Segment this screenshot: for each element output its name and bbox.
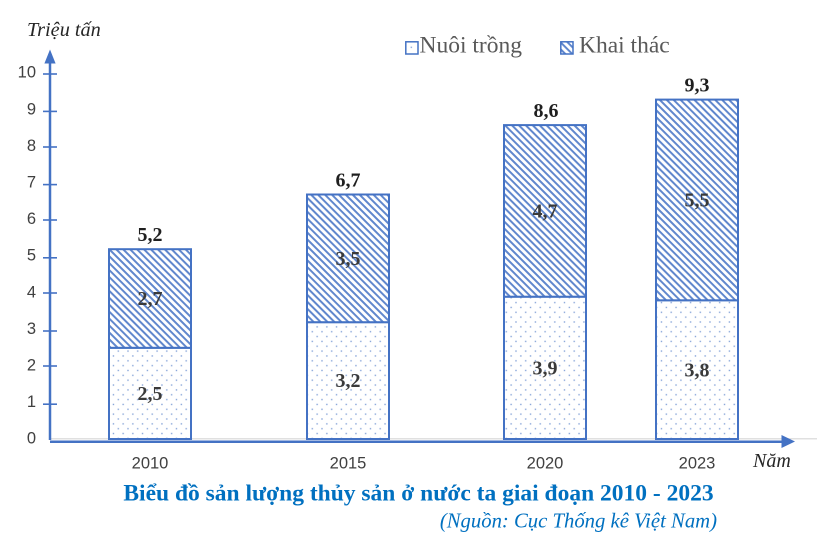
svg-text:3,8: 3,8 xyxy=(685,359,710,381)
svg-text:Nuôi trồng: Nuôi trồng xyxy=(420,33,523,59)
svg-text:2,7: 2,7 xyxy=(138,288,163,310)
svg-text:8,6: 8,6 xyxy=(534,100,559,122)
svg-text:5,2: 5,2 xyxy=(138,224,163,246)
svg-text:2015: 2015 xyxy=(330,455,367,473)
svg-text:3,5: 3,5 xyxy=(336,248,361,270)
svg-text:4,7: 4,7 xyxy=(533,201,558,223)
svg-text:2020: 2020 xyxy=(527,455,564,473)
svg-text:6: 6 xyxy=(27,210,36,228)
svg-text:(Nguồn: Cục Thống kê Việt Nam): (Nguồn: Cục Thống kê Việt Nam) xyxy=(440,511,717,533)
svg-text:2: 2 xyxy=(27,357,36,375)
svg-text:6,7: 6,7 xyxy=(336,170,361,192)
svg-text:9,3: 9,3 xyxy=(685,75,710,97)
svg-text:7: 7 xyxy=(27,174,36,192)
svg-text:5,5: 5,5 xyxy=(685,190,710,212)
svg-text:Khai thác: Khai thác xyxy=(579,33,670,59)
svg-text:4: 4 xyxy=(27,283,36,301)
svg-text:3,9: 3,9 xyxy=(533,358,558,380)
svg-text:0: 0 xyxy=(27,430,36,448)
svg-text:9: 9 xyxy=(27,100,36,118)
svg-text:2023: 2023 xyxy=(679,455,716,473)
svg-text:Triệu tấn: Triệu tấn xyxy=(27,19,101,41)
svg-text:10: 10 xyxy=(18,64,36,82)
svg-text:2,5: 2,5 xyxy=(138,383,163,405)
svg-text:Năm: Năm xyxy=(752,450,791,472)
svg-text:8: 8 xyxy=(27,137,36,155)
svg-text:2010: 2010 xyxy=(132,455,169,473)
svg-text:3,2: 3,2 xyxy=(336,370,361,392)
svg-text:Biểu đồ sản lượng thủy sản ở n: Biểu đồ sản lượng thủy sản ở nước ta gia… xyxy=(123,481,713,507)
svg-text:5: 5 xyxy=(27,247,36,265)
svg-text:1: 1 xyxy=(27,393,36,411)
svg-text:3: 3 xyxy=(27,320,36,338)
